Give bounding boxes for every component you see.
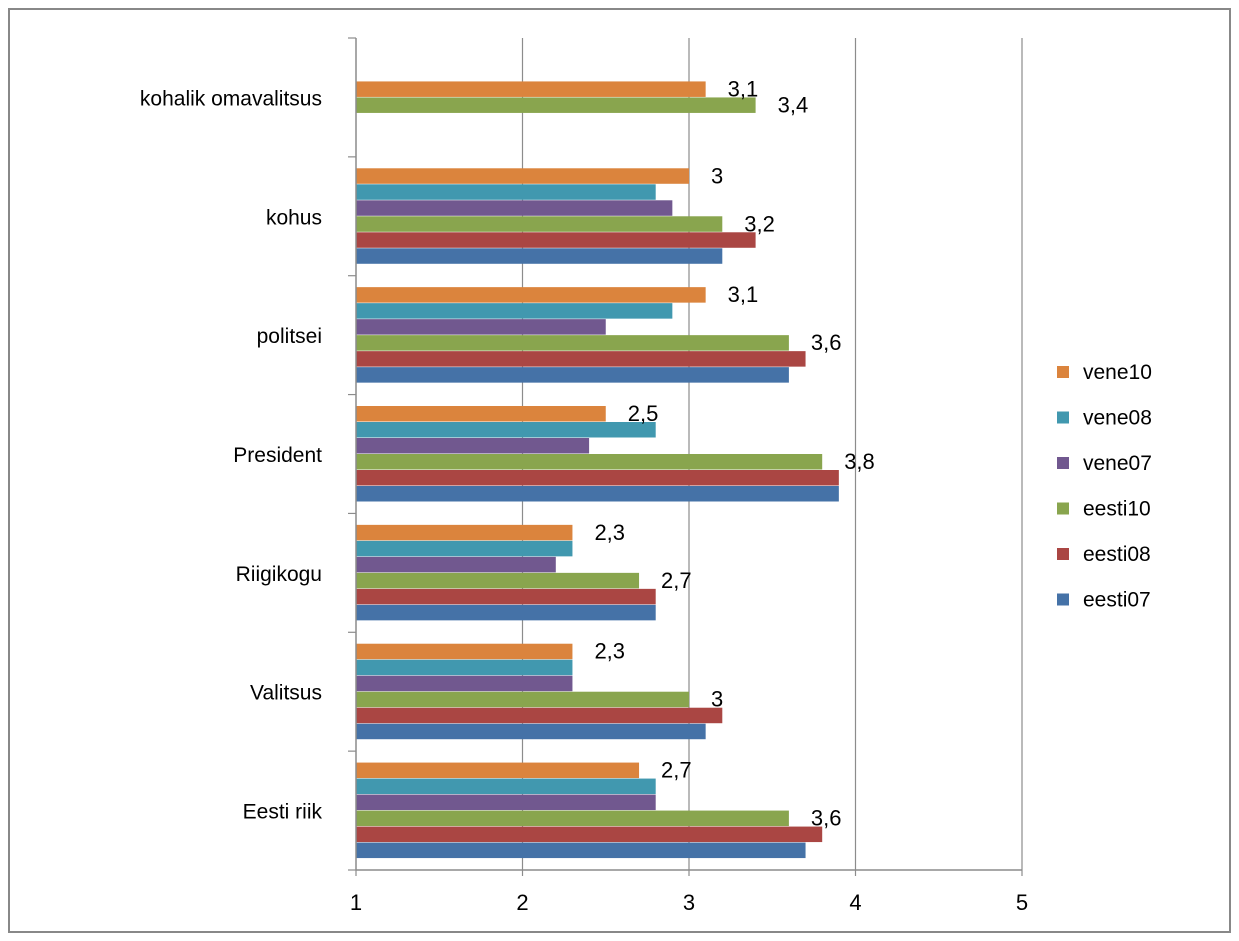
legend-label: vene07 <box>1083 452 1152 475</box>
bar-eesti10 <box>356 691 689 708</box>
bar-vene07 <box>356 200 673 216</box>
legend-item-eesti07: eesti07 <box>1057 589 1151 612</box>
data-label: 3,1 <box>728 282 759 307</box>
bar-vene08 <box>356 778 656 795</box>
bar-eesti10 <box>356 335 789 351</box>
bar-vene08 <box>356 540 573 557</box>
bar-eesti08 <box>356 351 806 367</box>
bar-eesti10 <box>356 810 789 827</box>
bar-eesti07 <box>356 248 723 264</box>
axes: 1 2 3 4 5 <box>348 37 1028 915</box>
legend-item-vene10: vene10 <box>1057 361 1152 384</box>
data-label: 3,6 <box>811 806 842 831</box>
legend-swatch <box>1057 548 1069 560</box>
bar-vene07 <box>356 319 606 335</box>
bar-eesti10 <box>356 97 756 113</box>
bar-eesti10 <box>356 454 823 470</box>
legend-item-eesti10: eesti10 <box>1057 498 1151 521</box>
category-label: Eesti riik <box>243 801 323 824</box>
category-label: Riigikogu <box>236 563 322 586</box>
bar-eesti07 <box>356 723 706 740</box>
x-tick-label-4: 4 <box>849 890 861 915</box>
bar-eesti07 <box>356 367 789 383</box>
x-tick-label-3: 3 <box>683 890 695 915</box>
x-tick-label-2: 2 <box>516 890 528 915</box>
category-label: kohus <box>266 206 322 229</box>
bar-vene08 <box>356 422 656 438</box>
legend-swatch <box>1057 502 1069 515</box>
bars <box>356 81 839 859</box>
legend: vene10 vene08 vene07 eesti10 eesti08 eesti07 <box>1057 361 1152 612</box>
data-label: 2,7 <box>661 758 692 783</box>
legend-swatch <box>1057 457 1069 469</box>
legend-label: eesti10 <box>1083 498 1151 521</box>
category-label: President <box>233 444 322 467</box>
legend-label: vene10 <box>1083 361 1152 384</box>
bar-vene10 <box>356 762 640 779</box>
bar-vene10 <box>356 81 706 97</box>
data-label: 2,3 <box>594 520 625 545</box>
bar-eesti07 <box>356 604 656 621</box>
x-tick-label-5: 5 <box>1016 890 1028 915</box>
legend-label: eesti08 <box>1083 543 1151 566</box>
bar-eesti10 <box>356 216 723 232</box>
data-label: 3,1 <box>728 76 759 101</box>
bar-vene10 <box>356 406 606 422</box>
legend-item-vene07: vene07 <box>1057 452 1152 475</box>
labels: Eesti riik Valitsus Riigikogu President poli… <box>140 76 875 830</box>
data-label: 3,8 <box>844 449 875 474</box>
bar-vene07 <box>356 675 573 692</box>
bar-vene07 <box>356 556 556 573</box>
legend-label: vene08 <box>1083 407 1152 430</box>
bar-vene08 <box>356 184 656 200</box>
data-label: 2,7 <box>661 568 692 593</box>
data-label: 2,3 <box>594 639 625 664</box>
bar-eesti08 <box>356 707 723 724</box>
data-label: 3,4 <box>778 92 809 117</box>
x-tick-label-1: 1 <box>350 890 362 915</box>
bar-vene10 <box>356 168 689 184</box>
category-label: kohalik omavalitsus <box>140 87 322 110</box>
bar-vene10 <box>356 287 706 303</box>
bar-vene08 <box>356 303 673 319</box>
data-label: 3,6 <box>811 330 842 355</box>
legend-item-eesti08: eesti08 <box>1057 543 1151 566</box>
bar-eesti07 <box>356 486 839 502</box>
bar-vene10 <box>356 643 573 660</box>
bar-eesti08 <box>356 470 839 486</box>
bar-vene07 <box>356 438 590 454</box>
data-label: 3 <box>711 163 723 188</box>
category-label: politsei <box>257 325 322 348</box>
data-label: 2,5 <box>628 401 659 426</box>
category-label: Valitsus <box>250 682 322 705</box>
data-label: 3 <box>711 687 723 712</box>
bar-eesti08 <box>356 826 823 843</box>
legend-swatch <box>1057 593 1069 606</box>
legend-item-vene08: vene08 <box>1057 407 1152 430</box>
bar-eesti08 <box>356 232 756 248</box>
bar-vene10 <box>356 524 573 541</box>
bar-eesti07 <box>356 842 806 859</box>
bar-vene08 <box>356 659 573 676</box>
data-label: 3,2 <box>744 211 775 236</box>
legend-label: eesti07 <box>1083 589 1151 612</box>
bar-vene07 <box>356 794 656 811</box>
legend-swatch <box>1057 411 1069 424</box>
bar-eesti10 <box>356 572 640 589</box>
legend-swatch <box>1057 366 1069 378</box>
bar-eesti08 <box>356 588 656 605</box>
